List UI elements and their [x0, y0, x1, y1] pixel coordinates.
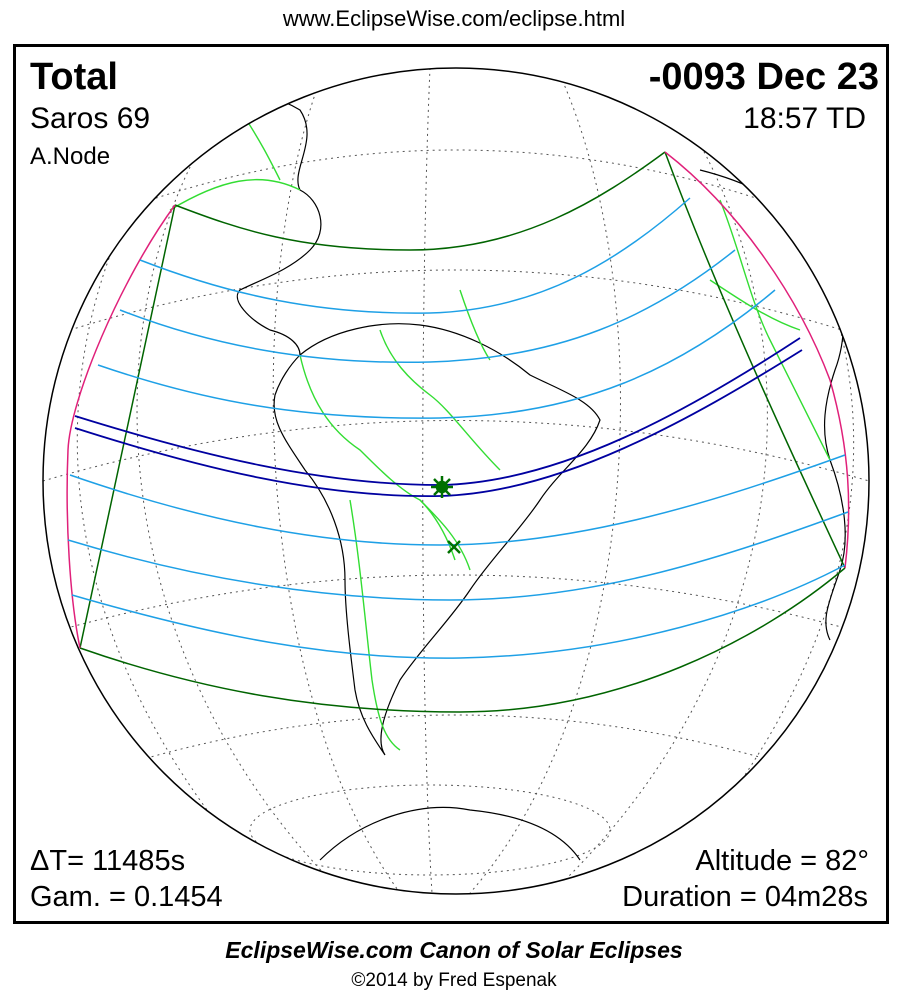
- border: [419, 499, 456, 561]
- coastlines: [149, 78, 846, 861]
- source-url: www.EclipseWise.com/eclipse.html: [282, 6, 626, 31]
- parallel: [149, 149, 763, 201]
- magnitude-line: [139, 197, 691, 314]
- africa-coast: [699, 169, 846, 641]
- sun-altitude: Altitude = 82°: [695, 845, 869, 877]
- border: [169, 178, 301, 211]
- border: [719, 199, 831, 461]
- magnitude-line: [69, 454, 846, 546]
- magnitude-line: [97, 289, 776, 419]
- eclipse-duration: Duration = 04m28s: [622, 881, 868, 913]
- border: [379, 329, 501, 471]
- greenland-coast: [559, 78, 651, 111]
- western-rise-set-curve: [66, 204, 176, 649]
- magnitude-line: [67, 511, 849, 601]
- penumbral-limits: [79, 151, 846, 713]
- border: [459, 289, 491, 361]
- parallel: [139, 714, 771, 761]
- eclipse-date: -0093 Dec 23: [648, 56, 879, 98]
- meridian: [272, 79, 401, 894]
- meridian-center: [422, 68, 433, 894]
- northern-penumbral-limit: [174, 151, 666, 251]
- umbra-southern-limit: [74, 349, 803, 497]
- gamma: Gam. = 0.1454: [30, 881, 223, 913]
- magnitude-line: [71, 564, 846, 659]
- border: [349, 499, 401, 751]
- western-rise-limit: [79, 204, 176, 649]
- graticule: [43, 68, 869, 894]
- rise-set-curves: [66, 151, 850, 649]
- eclipse-time: 18:57 TD: [743, 102, 866, 135]
- globe-outline: [42, 67, 870, 895]
- meridian: [469, 74, 621, 894]
- footer-copyright: ©2014 by Fred Espenak: [351, 970, 557, 991]
- star-marker-icon: [431, 476, 453, 498]
- eastern-rise-set-curve: [664, 151, 850, 569]
- eclipse-type: Total: [30, 56, 118, 98]
- saros-number: Saros 69: [30, 102, 151, 135]
- south-america-coast: [273, 323, 601, 756]
- map-frame: [13, 44, 889, 924]
- north-america-coast: [149, 93, 322, 356]
- node-label: A.Node: [30, 143, 111, 170]
- parallel: [69, 269, 843, 331]
- antarctic-circle: [249, 784, 611, 876]
- borders: [169, 109, 831, 751]
- parallel: [43, 420, 869, 482]
- magnitude-line: [119, 249, 736, 364]
- meridian: [559, 109, 768, 886]
- border: [239, 109, 281, 181]
- delta-t: ΔT= 11485s: [30, 845, 186, 877]
- eastern-set-limit: [664, 151, 846, 569]
- umbra-northern-limit: [74, 337, 801, 486]
- meridian: [136, 129, 331, 881]
- border: [709, 279, 801, 331]
- meridian: [76, 229, 231, 841]
- footer-title: EclipseWise.com Canon of Solar Eclipses: [225, 937, 683, 963]
- penumbral-magnitude-lines: [67, 197, 849, 659]
- parallel: [59, 574, 853, 631]
- border: [299, 354, 471, 571]
- antarctica-coast: [319, 806, 581, 861]
- southern-penumbral-limit: [79, 567, 846, 713]
- x-marker-icon: [447, 540, 461, 554]
